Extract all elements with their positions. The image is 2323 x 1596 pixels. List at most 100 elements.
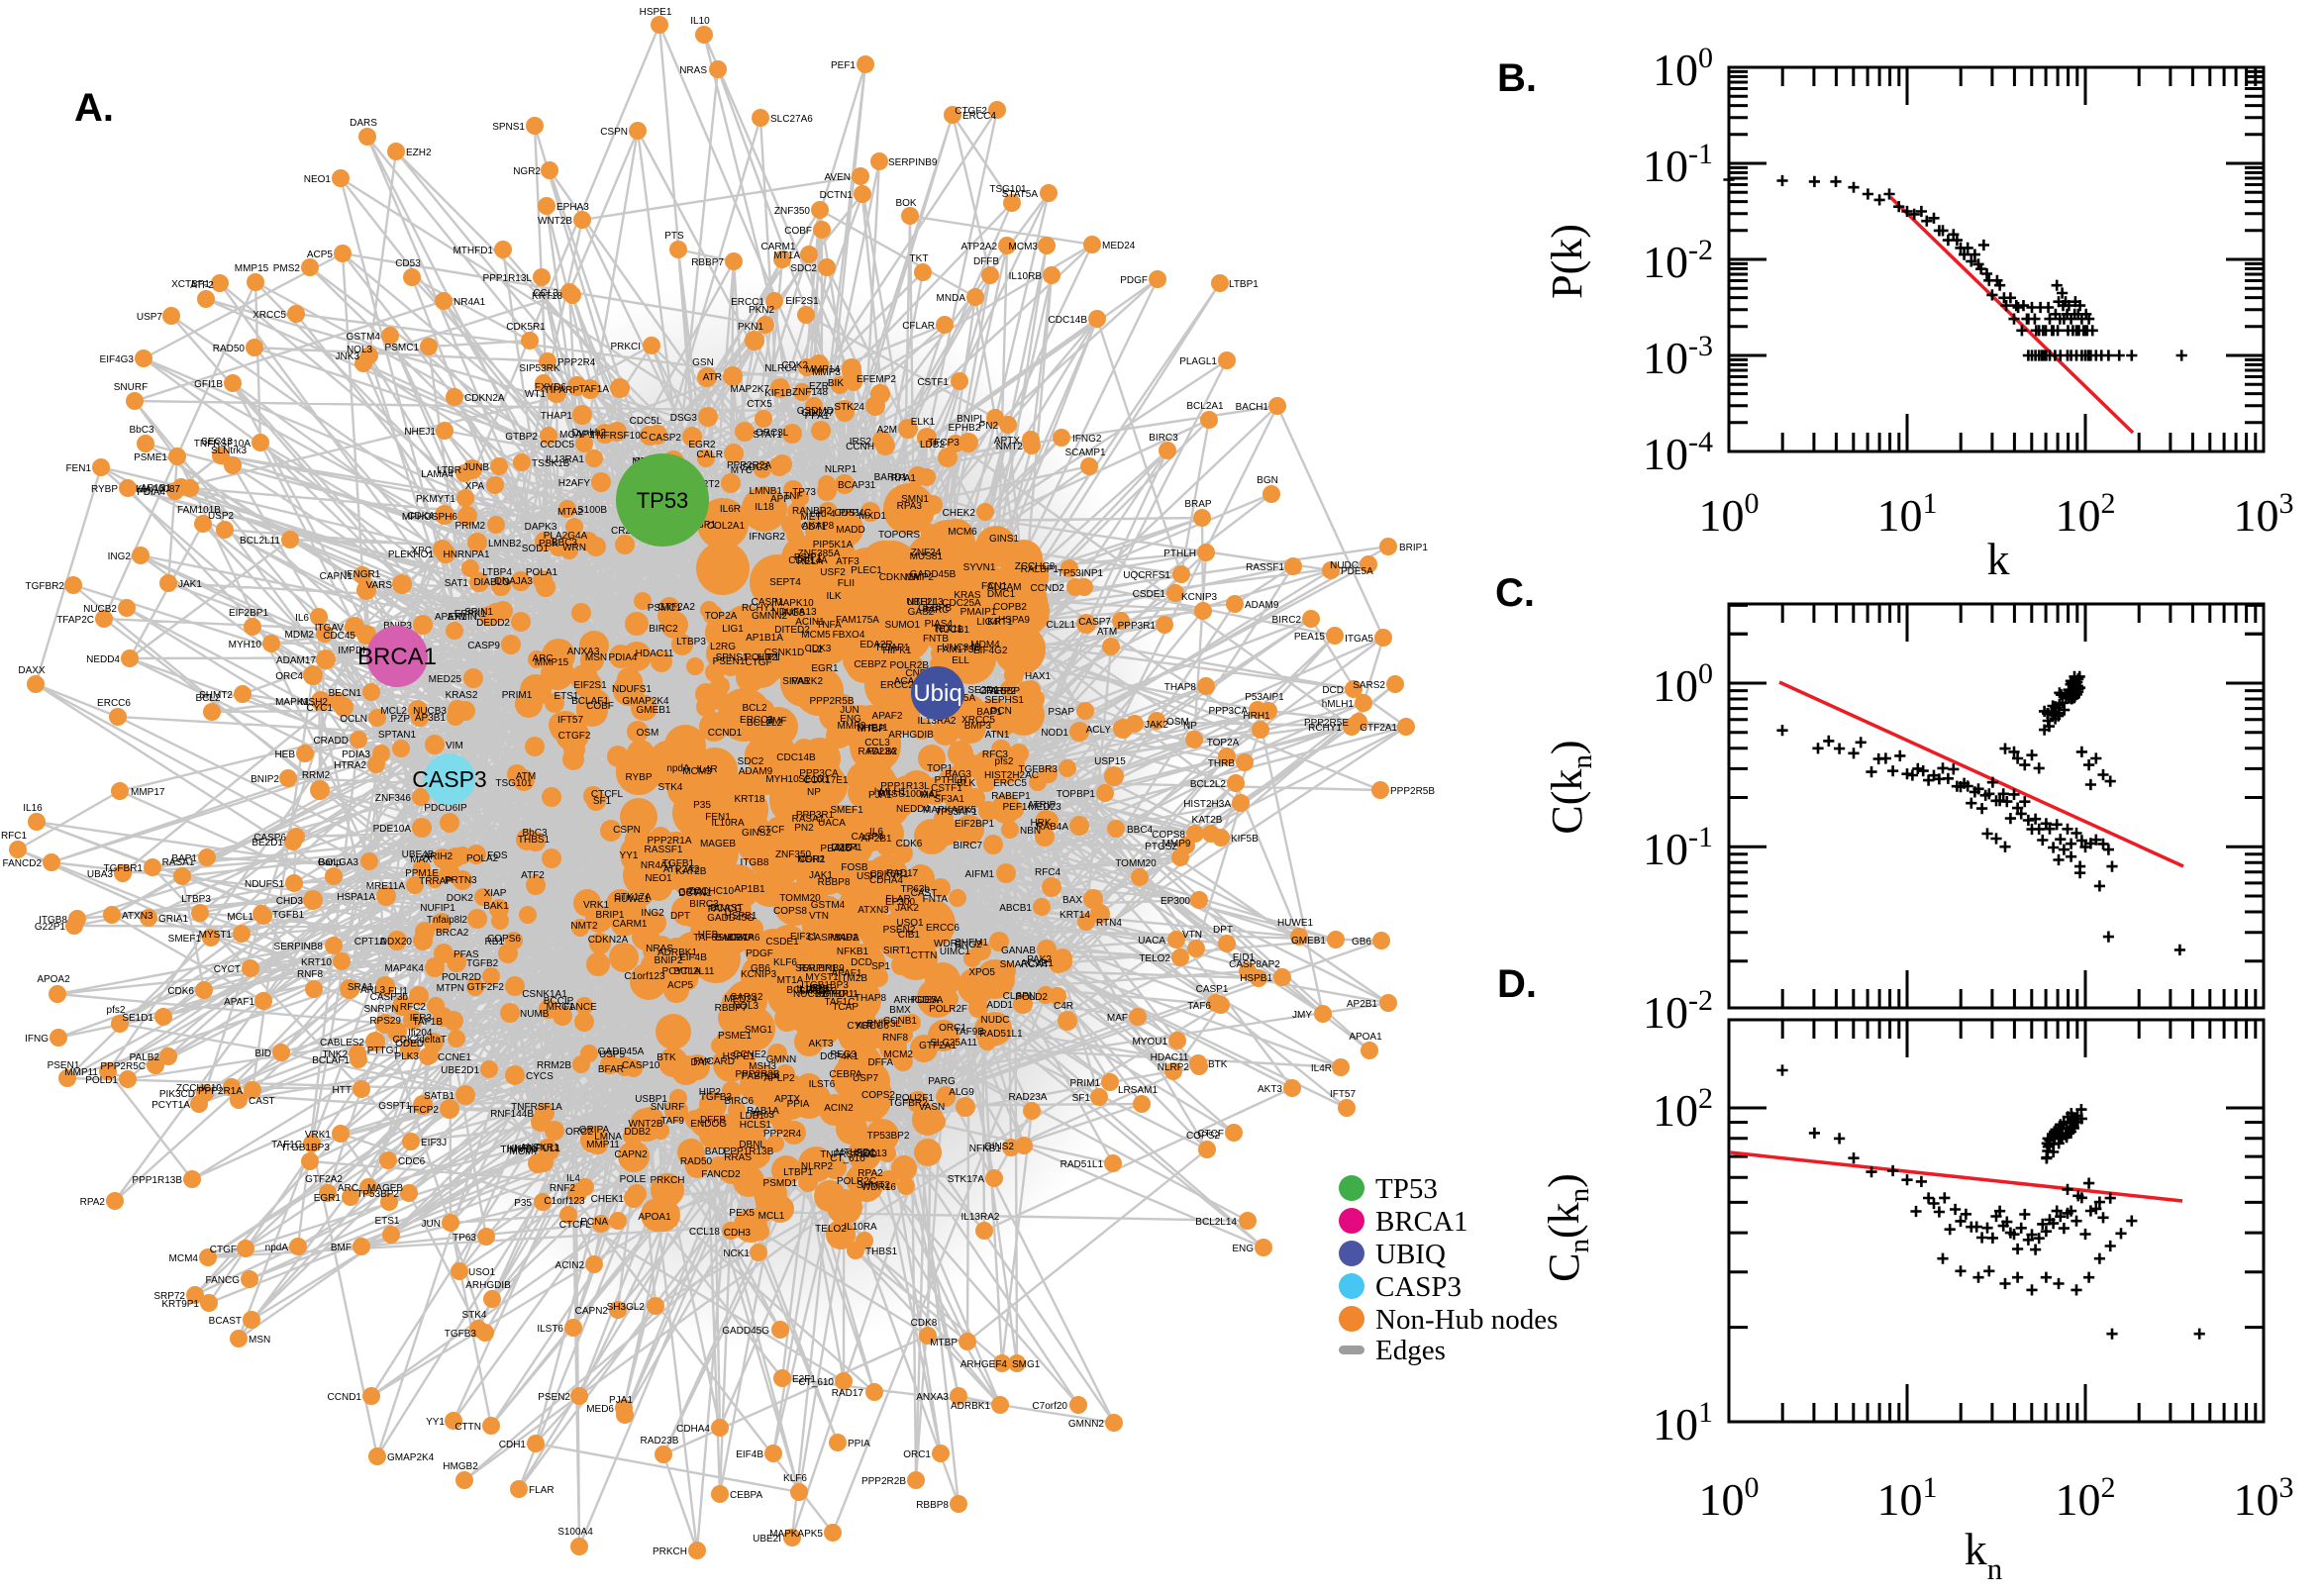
svg-text:LTBP3: LTBP3 bbox=[676, 637, 706, 648]
svg-text:RPA1: RPA1 bbox=[891, 473, 917, 484]
svg-text:GFI1B: GFI1B bbox=[194, 379, 223, 390]
svg-text:CCL3: CCL3 bbox=[533, 288, 558, 299]
svg-text:BCL2L2: BCL2L2 bbox=[1190, 779, 1227, 790]
svg-text:MAP2K7: MAP2K7 bbox=[731, 384, 770, 395]
svg-text:ATP2A2: ATP2A2 bbox=[663, 864, 700, 875]
svg-text:FEN1: FEN1 bbox=[65, 463, 91, 474]
svg-text:VIM: VIM bbox=[446, 741, 463, 751]
svg-text:NRAS: NRAS bbox=[679, 65, 707, 76]
svg-text:ZNF350: ZNF350 bbox=[774, 206, 811, 217]
svg-text:PTTG1: PTTG1 bbox=[367, 1046, 400, 1056]
svg-text:THBS1: THBS1 bbox=[518, 835, 551, 846]
svg-text:BARD1: BARD1 bbox=[874, 472, 908, 483]
svg-text:NLRC4: NLRC4 bbox=[764, 363, 797, 374]
svg-text:PARC: PARC bbox=[922, 605, 949, 616]
svg-text:TP53: TP53 bbox=[637, 488, 689, 513]
svg-text:BIRC2: BIRC2 bbox=[1272, 615, 1302, 626]
svg-text:FLAR: FLAR bbox=[529, 1485, 555, 1496]
svg-text:ITGB8: ITGB8 bbox=[741, 857, 769, 868]
svg-text:JNK3: JNK3 bbox=[336, 351, 360, 362]
svg-text:RPS29: RPS29 bbox=[369, 1016, 401, 1027]
svg-text:ACLY: ACLY bbox=[1086, 725, 1112, 736]
svg-text:NFKB1: NFKB1 bbox=[837, 947, 869, 957]
svg-text:KLF6: KLF6 bbox=[773, 957, 797, 968]
svg-text:CASP8AP2: CASP8AP2 bbox=[1229, 959, 1280, 970]
svg-text:ITGA5: ITGA5 bbox=[1345, 634, 1373, 645]
svg-text:COPS8: COPS8 bbox=[773, 906, 807, 917]
svg-text:ERCC2: ERCC2 bbox=[880, 680, 914, 691]
svg-text:STK4: STK4 bbox=[657, 782, 682, 793]
svg-text:AKT3: AKT3 bbox=[1258, 1084, 1282, 1095]
svg-text:BACH1: BACH1 bbox=[1236, 402, 1269, 413]
svg-text:SDC2: SDC2 bbox=[738, 756, 764, 767]
svg-text:DNAJA3: DNAJA3 bbox=[495, 576, 534, 587]
svg-text:BRIP1: BRIP1 bbox=[1399, 543, 1428, 553]
svg-text:TAF6: TAF6 bbox=[1187, 1001, 1211, 1012]
svg-text:IL2: IL2 bbox=[809, 645, 823, 655]
svg-text:NHEJ1: NHEJ1 bbox=[404, 427, 436, 438]
svg-text:GSTM4: GSTM4 bbox=[811, 900, 846, 911]
svg-text:RAD17: RAD17 bbox=[832, 1388, 864, 1399]
svg-text:THAP8: THAP8 bbox=[855, 993, 887, 1004]
svg-text:BFAR: BFAR bbox=[598, 1064, 624, 1075]
svg-text:IL13RA2: IL13RA2 bbox=[961, 1212, 1000, 1223]
svg-text:PPP2R1A: PPP2R1A bbox=[198, 1086, 243, 1097]
svg-text:ALG9: ALG9 bbox=[949, 1087, 974, 1098]
svg-text:CYCT: CYCT bbox=[214, 964, 241, 975]
svg-text:MADD: MADD bbox=[836, 525, 864, 536]
svg-text:AP1B1: AP1B1 bbox=[734, 884, 765, 895]
svg-text:ILST6: ILST6 bbox=[537, 1324, 563, 1335]
svg-text:COPS6: COPS6 bbox=[487, 934, 521, 945]
svg-text:C(kn): C(kn) bbox=[1543, 740, 1598, 834]
svg-text:KIF5B: KIF5B bbox=[1231, 834, 1259, 845]
svg-text:TAF1C: TAF1C bbox=[825, 997, 856, 1008]
svg-text:LMNA: LMNA bbox=[594, 1132, 622, 1143]
svg-text:BRCA2: BRCA2 bbox=[436, 928, 469, 939]
svg-text:APOA1: APOA1 bbox=[638, 1212, 671, 1223]
svg-text:NUDC: NUDC bbox=[981, 1015, 1010, 1026]
svg-text:XRCC5: XRCC5 bbox=[252, 310, 286, 321]
svg-text:TRIAP1: TRIAP1 bbox=[874, 643, 909, 653]
svg-text:CL2L1: CL2L1 bbox=[1047, 620, 1076, 631]
svg-text:BTK: BTK bbox=[1208, 1059, 1228, 1070]
svg-text:DFFA: DFFA bbox=[867, 1057, 893, 1068]
svg-text:IFT57: IFT57 bbox=[557, 715, 584, 726]
svg-text:HSPA9: HSPA9 bbox=[998, 615, 1030, 626]
svg-text:101: 101 bbox=[1877, 487, 1938, 541]
svg-text:pfs2: pfs2 bbox=[107, 1005, 126, 1016]
svg-text:TAF1B: TAF1B bbox=[413, 1017, 444, 1028]
svg-text:FANCD2: FANCD2 bbox=[701, 1169, 741, 1180]
svg-text:IFNGR2: IFNGR2 bbox=[749, 532, 785, 543]
svg-text:PALB2: PALB2 bbox=[130, 1052, 160, 1063]
svg-text:COPB2: COPB2 bbox=[993, 602, 1027, 613]
svg-text:PZP: PZP bbox=[391, 714, 411, 725]
svg-text:USO1: USO1 bbox=[896, 918, 924, 929]
svg-text:PJA1: PJA1 bbox=[868, 790, 892, 801]
svg-text:BCAP31: BCAP31 bbox=[838, 480, 876, 491]
svg-text:DEDD2: DEDD2 bbox=[476, 618, 510, 629]
svg-text:CDC27: CDC27 bbox=[801, 408, 834, 419]
svg-text:MTBP: MTBP bbox=[858, 724, 885, 735]
svg-text:BIRC3: BIRC3 bbox=[1149, 433, 1178, 444]
svg-text:DARS: DARS bbox=[350, 118, 377, 129]
svg-text:STAT5A: STAT5A bbox=[1002, 189, 1039, 200]
svg-text:PARG: PARG bbox=[928, 1076, 956, 1087]
svg-text:CASP10: CASP10 bbox=[622, 1060, 660, 1071]
svg-text:MRE11A: MRE11A bbox=[366, 881, 406, 892]
svg-text:HTT: HTT bbox=[333, 1085, 352, 1096]
svg-text:KIAA0087: KIAA0087 bbox=[136, 484, 180, 495]
svg-text:NOD1: NOD1 bbox=[1041, 728, 1068, 739]
svg-text:TSG101: TSG101 bbox=[495, 778, 533, 789]
svg-text:BRAP: BRAP bbox=[727, 933, 755, 944]
svg-text:BCL2L11: BCL2L11 bbox=[240, 536, 280, 547]
svg-text:CCDC5: CCDC5 bbox=[541, 440, 575, 450]
svg-text:DCN: DCN bbox=[990, 706, 1012, 717]
svg-text:MYOU1: MYOU1 bbox=[1132, 1037, 1167, 1047]
svg-text:FBXO4: FBXO4 bbox=[833, 630, 865, 641]
svg-text:IFNG: IFNG bbox=[809, 983, 833, 994]
svg-text:SDC2: SDC2 bbox=[790, 263, 817, 274]
svg-text:USP5: USP5 bbox=[599, 1049, 626, 1060]
svg-text:NMT2: NMT2 bbox=[570, 921, 598, 932]
svg-text:PPA1: PPA1 bbox=[805, 411, 830, 422]
svg-text:PPP2R5B: PPP2R5B bbox=[809, 696, 854, 707]
